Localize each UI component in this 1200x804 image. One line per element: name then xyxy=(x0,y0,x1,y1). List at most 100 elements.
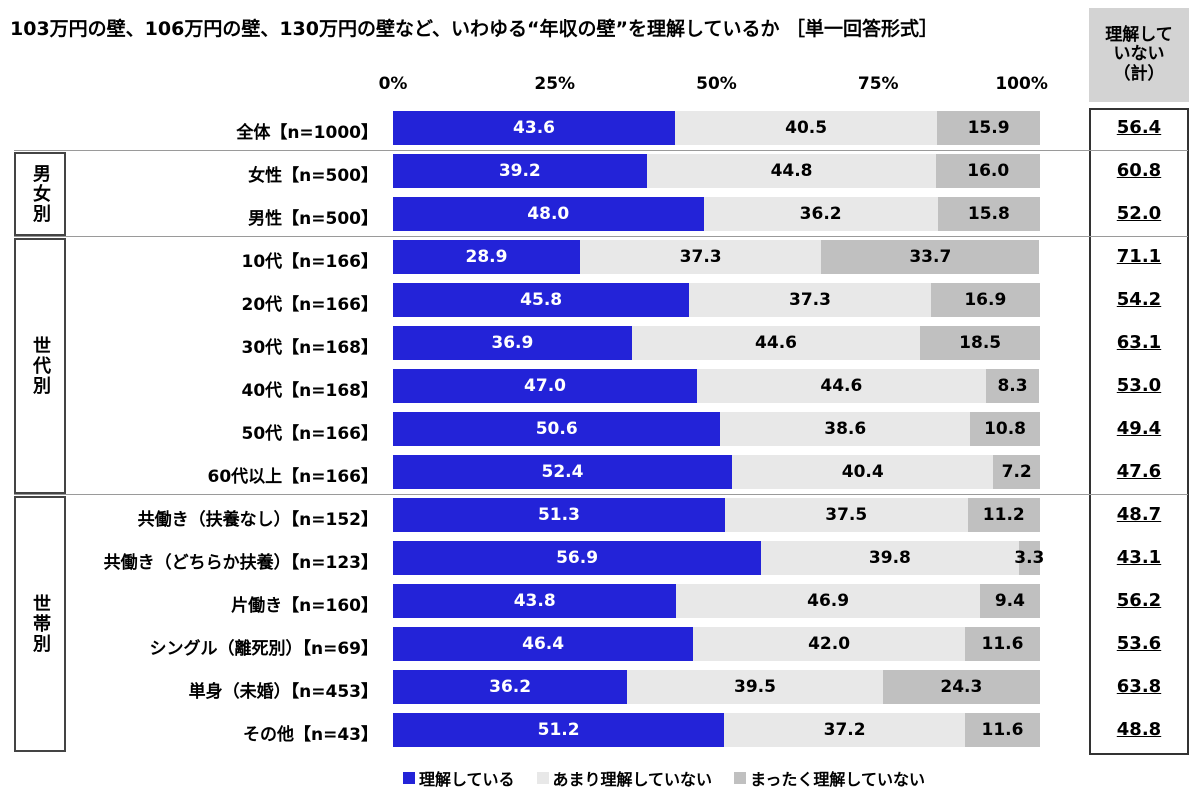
legend-swatch-not-at-all xyxy=(734,772,747,784)
group-label: 世代別 xyxy=(30,336,51,396)
data-label-not-much: 40.5 xyxy=(785,118,828,138)
data-label-not-at-all: 33.7 xyxy=(909,247,952,267)
data-label-not-much: 38.6 xyxy=(824,419,867,439)
row-label: 単身（未婚）【n=453】 xyxy=(188,682,378,702)
data-label-understand: 39.2 xyxy=(498,161,541,181)
data-label-not-much: 37.3 xyxy=(679,247,722,267)
summary-value: 56.2 xyxy=(1116,590,1162,611)
x-tick-label: 0% xyxy=(378,74,408,94)
bar-segment-understand xyxy=(393,412,721,446)
bar-segment-understand xyxy=(393,498,725,532)
row-label: 20代【n=166】 xyxy=(241,295,379,315)
bar-segment-not-at-all xyxy=(964,713,1040,747)
group-separator xyxy=(14,236,1188,237)
bar-segment-not-much xyxy=(761,541,1019,575)
row-label: 男性【n=500】 xyxy=(248,209,378,229)
row-label: 女性【n=500】 xyxy=(248,166,378,186)
row-label: 片働き【n=160】 xyxy=(231,596,378,616)
summary-value: 53.0 xyxy=(1116,375,1162,396)
bar-segment-not-much xyxy=(631,326,921,360)
row-label: 30代【n=168】 xyxy=(241,338,379,358)
data-label-understand: 28.9 xyxy=(465,247,508,267)
data-label-not-at-all: 16.0 xyxy=(967,161,1010,181)
data-label-not-much: 46.9 xyxy=(807,591,850,611)
legend-swatch-not-much xyxy=(536,772,549,784)
data-label-not-much: 37.5 xyxy=(825,505,868,525)
data-label-understand: 52.4 xyxy=(541,462,584,482)
row-label: 共働き（扶養なし）【n=152】 xyxy=(137,510,378,530)
bar-segment-not-much xyxy=(676,584,980,618)
row-label: 40代【n=168】 xyxy=(241,381,379,401)
row-label: 50代【n=166】 xyxy=(241,424,379,444)
bar-segment-not-much xyxy=(724,713,965,747)
group-label: 男女別 xyxy=(30,164,51,224)
summary-value: 52.0 xyxy=(1116,203,1162,224)
data-label-understand: 43.6 xyxy=(513,118,556,138)
bar-segment-not-much xyxy=(724,498,968,532)
data-label-not-much: 40.4 xyxy=(841,462,884,482)
bar-segment-understand xyxy=(393,283,690,317)
data-label-not-at-all: 11.6 xyxy=(981,720,1024,740)
data-label-not-much: 42.0 xyxy=(808,634,851,654)
summary-column-header: 理解して いない （計） xyxy=(1089,8,1189,102)
data-label-not-at-all: 10.8 xyxy=(984,419,1027,439)
data-label-understand: 51.2 xyxy=(537,720,580,740)
legend-item-understand: 理解している xyxy=(403,766,515,790)
data-label-not-at-all: 15.9 xyxy=(967,118,1010,138)
row-label: シングル（離死別）【n=69】 xyxy=(149,639,378,659)
summary-value: 48.8 xyxy=(1116,719,1162,740)
summary-value: 63.8 xyxy=(1116,676,1162,697)
data-label-not-much: 44.6 xyxy=(755,333,797,353)
summary-value: 71.1 xyxy=(1116,246,1162,267)
data-label-not-at-all: 8.3 xyxy=(997,376,1028,396)
bar-segment-not-much xyxy=(732,455,994,489)
summary-value: 49.4 xyxy=(1116,418,1162,439)
bar-segment-understand xyxy=(393,326,632,360)
x-tick-label: 25% xyxy=(534,74,576,94)
bar-segment-not-much xyxy=(689,283,931,317)
data-label-understand: 47.0 xyxy=(524,376,567,396)
data-label-not-at-all: 18.5 xyxy=(959,333,1002,353)
bar-segment-not-much xyxy=(693,627,965,661)
bar-segment-understand xyxy=(393,369,698,403)
row-label: その他【n=43】 xyxy=(242,725,378,745)
group-label-box: 世代別 xyxy=(14,238,66,494)
bar-segment-understand xyxy=(393,240,580,274)
data-label-not-at-all: 9.4 xyxy=(994,591,1025,611)
data-label-not-much: 44.6 xyxy=(820,376,863,396)
bar-segment-understand xyxy=(393,455,733,489)
legend-item-not-much: あまり理解していない xyxy=(536,766,713,790)
summary-value: 54.2 xyxy=(1116,289,1162,310)
data-label-understand: 36.9 xyxy=(491,333,534,353)
data-label-not-at-all: 24.3 xyxy=(940,677,983,697)
bar-segment-not-at-all xyxy=(985,369,1040,403)
data-label-understand: 45.8 xyxy=(520,290,563,310)
legend-swatch-understand xyxy=(403,772,415,784)
x-tick-label: 100% xyxy=(995,74,1048,94)
legend-label-not-much: あまり理解していない xyxy=(552,770,713,789)
bar-segment-not-at-all xyxy=(979,584,1040,618)
summary-value: 43.1 xyxy=(1116,547,1162,568)
summary-value: 56.4 xyxy=(1116,117,1162,138)
bar-segment-not-at-all xyxy=(1018,541,1040,575)
data-label-not-at-all: 16.9 xyxy=(964,290,1007,310)
legend-label-not-at-all: まったく理解していない xyxy=(750,770,925,789)
bar-segment-not-at-all xyxy=(967,498,1040,532)
data-label-not-at-all: 11.6 xyxy=(981,634,1024,654)
row-label: 60代以上【n=166】 xyxy=(207,467,379,487)
bar-segment-understand xyxy=(393,111,676,145)
row-label: 10代【n=166】 xyxy=(241,252,379,272)
summary-value: 63.1 xyxy=(1116,332,1162,353)
data-label-not-much: 44.8 xyxy=(770,161,813,181)
group-separator xyxy=(14,494,1188,495)
data-label-understand: 56.9 xyxy=(556,548,599,568)
bar-segment-not-much xyxy=(720,412,971,446)
bar-segment-not-much xyxy=(627,670,883,704)
x-tick-label: 75% xyxy=(857,74,899,94)
data-label-not-at-all: 3.3 xyxy=(1014,548,1045,568)
data-label-not-at-all: 11.2 xyxy=(982,505,1025,525)
bar-segment-understand xyxy=(393,541,762,575)
legend-item-not-at-all: まったく理解していない xyxy=(734,766,925,790)
data-label-not-much: 39.5 xyxy=(734,677,776,697)
summary-value: 48.7 xyxy=(1116,504,1162,525)
